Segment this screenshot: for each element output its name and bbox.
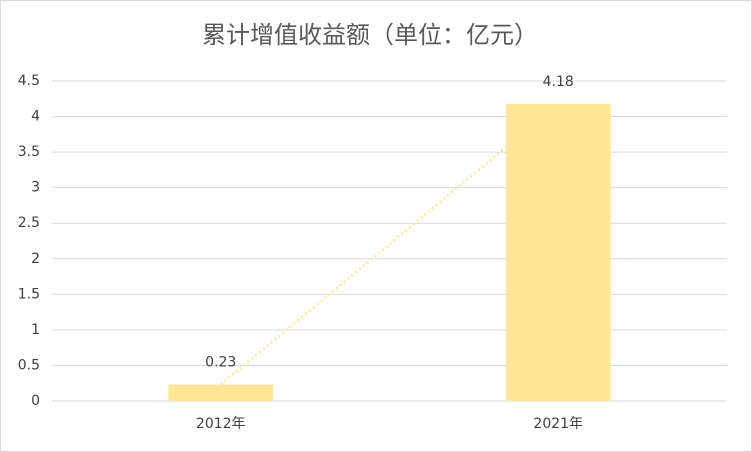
y-tick-label: 2 bbox=[31, 251, 40, 267]
data-label: 4.18 bbox=[543, 74, 574, 90]
bar bbox=[505, 103, 611, 401]
y-tick-label: 4.5 bbox=[18, 73, 40, 89]
y-tick-label: 2.5 bbox=[18, 215, 40, 231]
y-tick-label: 3 bbox=[31, 180, 40, 196]
y-tick-label: 1.5 bbox=[18, 286, 40, 302]
trendline bbox=[219, 102, 560, 386]
bar bbox=[168, 384, 274, 401]
x-tick-label: 2012年 bbox=[196, 416, 246, 432]
y-tick-label: 4 bbox=[31, 109, 40, 125]
y-tick-label: 0.5 bbox=[18, 357, 40, 373]
y-tick-label: 1 bbox=[31, 322, 40, 338]
data-label: 0.23 bbox=[205, 355, 236, 371]
y-tick-label: 0 bbox=[31, 393, 40, 409]
chart-title: 累计增值收益额（单位：亿元） bbox=[202, 21, 538, 49]
y-tick-label: 3.5 bbox=[18, 144, 40, 160]
x-tick-label: 2021年 bbox=[533, 416, 583, 432]
